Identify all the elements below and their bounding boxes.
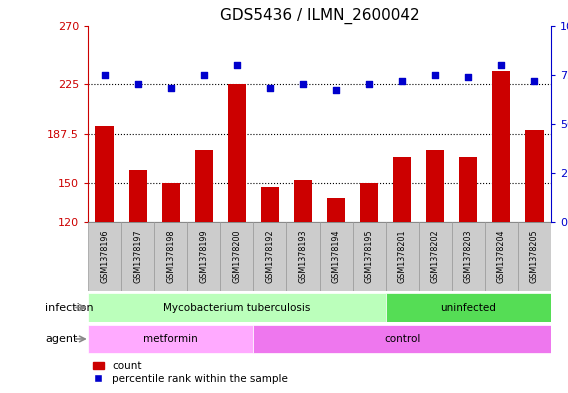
Bar [327,198,345,222]
Point [431,72,440,78]
Bar [261,187,279,222]
Bar [128,170,147,222]
Text: GSM1378198: GSM1378198 [166,230,175,283]
Bar [154,222,187,291]
Bar [459,156,477,222]
Point [365,81,374,88]
Text: infection: infection [45,303,94,312]
Text: GSM1378204: GSM1378204 [497,230,506,283]
Bar [220,222,253,291]
Text: GSM1378192: GSM1378192 [265,230,274,283]
Bar [452,222,485,291]
Point [133,81,142,88]
Text: GSM1378194: GSM1378194 [332,230,341,283]
Point [166,85,176,92]
Bar [426,150,444,222]
Bar [419,222,452,291]
Bar [386,293,551,321]
Bar [88,293,386,321]
Bar [525,130,544,222]
Text: GSM1378205: GSM1378205 [530,230,539,283]
Point [199,72,208,78]
Text: GSM1378193: GSM1378193 [298,230,307,283]
Bar [294,180,312,222]
Legend: count, percentile rank within the sample: count, percentile rank within the sample [93,361,288,384]
Bar [492,72,511,222]
Bar [228,84,246,222]
Bar [319,222,353,291]
Text: metformin: metformin [143,334,198,344]
Point [265,85,274,92]
Text: GSM1378200: GSM1378200 [232,230,241,283]
Text: GSM1378199: GSM1378199 [199,230,208,283]
Bar [121,222,154,291]
Point [497,62,506,68]
Text: GSM1378195: GSM1378195 [365,230,374,283]
Text: GSM1378197: GSM1378197 [133,230,142,283]
Title: GDS5436 / ILMN_2600042: GDS5436 / ILMN_2600042 [220,8,419,24]
Bar [88,222,121,291]
Bar [95,127,114,222]
Bar [485,222,518,291]
Bar [518,222,551,291]
Text: agent: agent [45,334,77,344]
Point [332,87,341,94]
Text: uninfected: uninfected [440,303,496,312]
Bar [253,325,551,353]
Text: GSM1378202: GSM1378202 [431,230,440,283]
Point [298,81,307,88]
Bar [360,183,378,222]
Bar [187,222,220,291]
Point [398,77,407,84]
Bar [386,222,419,291]
Bar [195,150,213,222]
Point [100,72,109,78]
Bar [286,222,319,291]
Point [530,77,539,84]
Bar [88,325,253,353]
Bar [353,222,386,291]
Bar [162,183,180,222]
Text: GSM1378196: GSM1378196 [100,230,109,283]
Text: Mycobacterium tuberculosis: Mycobacterium tuberculosis [163,303,311,312]
Text: GSM1378203: GSM1378203 [464,230,473,283]
Bar [393,156,411,222]
Point [232,62,241,68]
Point [463,73,473,80]
Bar [253,222,286,291]
Text: GSM1378201: GSM1378201 [398,230,407,283]
Text: control: control [384,334,420,344]
